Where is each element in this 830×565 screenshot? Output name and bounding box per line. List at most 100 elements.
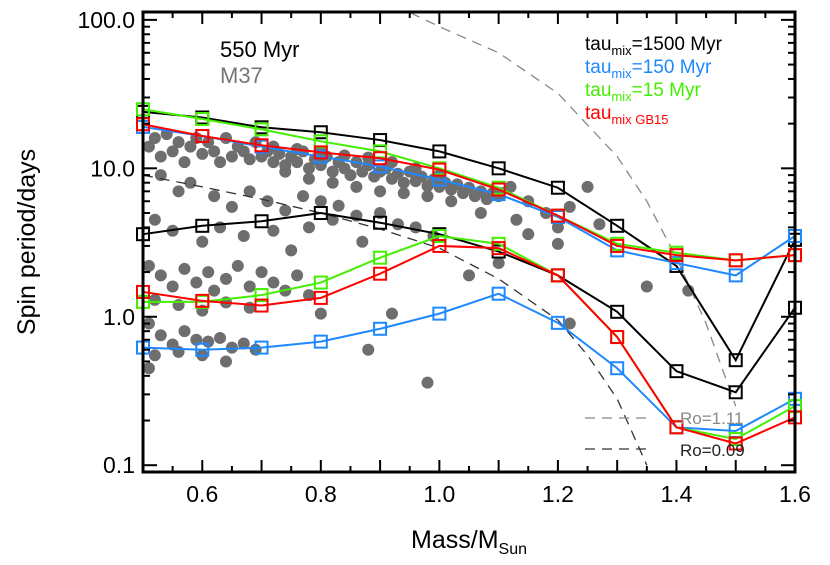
scatter-point [255, 266, 268, 279]
series-marker [254, 340, 269, 355]
series-marker [610, 330, 625, 345]
series-marker [313, 206, 328, 221]
scatter-point [314, 195, 327, 208]
scatter-point [326, 176, 339, 189]
scatter-point [551, 221, 564, 234]
series-marker [195, 342, 210, 357]
series-marker [373, 151, 388, 166]
scatter-point [332, 199, 345, 212]
scatter-point [148, 349, 161, 362]
series-marker [610, 218, 625, 233]
scatter-point [385, 307, 398, 320]
series-marker [432, 162, 447, 177]
scatter-point [184, 140, 197, 153]
scatter-point [184, 176, 197, 189]
series-marker [313, 275, 328, 290]
y-axis-label: Spin period/days [13, 149, 41, 335]
series-marker [313, 125, 328, 140]
scatter-point [267, 156, 280, 169]
scatter-point [391, 218, 404, 231]
scatter-point [463, 269, 475, 282]
legend-entry: taumix GB15 [585, 103, 669, 127]
scatter-point [225, 200, 238, 213]
scatter-point [267, 224, 280, 237]
legend-entry: taumix=1500 Myr [585, 34, 723, 58]
series-marker [313, 290, 328, 305]
scatter-point [143, 259, 155, 272]
scatter-point [350, 180, 363, 193]
series-marker [610, 304, 625, 319]
series-marker [550, 268, 565, 283]
scatter-point [279, 165, 292, 178]
x-tick-label: 1.0 [423, 481, 455, 507]
scatter-point [474, 207, 487, 220]
scatter-point [563, 317, 576, 330]
scatter-point [143, 362, 155, 375]
series-marker [432, 229, 447, 244]
series-marker [432, 238, 447, 253]
scatter-point [178, 156, 191, 169]
legend-rest: =150 Myr [632, 57, 712, 78]
scatter-point [302, 221, 315, 234]
legend-main: tau [585, 103, 611, 124]
scatter-point [302, 162, 315, 175]
legend-rest: =1500 Myr [632, 34, 723, 55]
series-marker [728, 436, 743, 451]
scatter-point [154, 150, 167, 163]
scatter-point [261, 195, 274, 208]
series-marker [550, 208, 565, 223]
scatter-point [362, 343, 375, 356]
scatter-point [178, 262, 191, 275]
scatter-point [190, 276, 203, 289]
series-line [142, 108, 796, 262]
scatter-point [208, 190, 221, 203]
scatter-point [237, 337, 250, 350]
scatter-point [640, 280, 653, 293]
x-tick-label: 0.8 [305, 481, 337, 507]
scatter-point [214, 156, 227, 169]
scatter-point [397, 176, 410, 189]
y-tick-label: 1.0 [103, 304, 135, 330]
series-line [142, 110, 796, 363]
scatter-point [374, 185, 387, 198]
scatter-point [356, 235, 369, 248]
scatter-point [237, 230, 250, 243]
series-line [142, 123, 796, 262]
scatter-point [148, 293, 161, 306]
legend-main: tau [585, 80, 611, 101]
series-marker [195, 129, 210, 144]
scatter-point [291, 156, 304, 169]
series-marker [669, 248, 684, 263]
scatter-point [314, 307, 327, 320]
series-marker [432, 306, 447, 321]
series-marker [373, 266, 388, 281]
scatter-point [593, 218, 606, 231]
x-tick-label: 1.6 [779, 481, 811, 507]
scatter-point [172, 299, 185, 312]
scatter-point [214, 331, 227, 344]
legend-main: tau [585, 34, 611, 55]
x-tick-label: 1.2 [542, 481, 574, 507]
legend-sub: mix [611, 66, 632, 81]
legend-sub: mix [611, 43, 632, 58]
scatter-point [166, 280, 179, 293]
legend-entry: taumix=150 Myr [585, 57, 712, 81]
scatter-point [219, 355, 232, 368]
scatter-point [581, 180, 594, 193]
series-marker [728, 253, 743, 268]
series-line [142, 125, 796, 277]
scatter-point [682, 284, 695, 297]
series-marker [313, 334, 328, 349]
scatter-point [522, 228, 535, 241]
scatter-point [219, 132, 232, 145]
legend-sub: mix [611, 89, 632, 104]
series-marker [669, 256, 684, 271]
scatter-point [409, 221, 422, 234]
scatter-point [172, 185, 185, 198]
scatter-point [291, 269, 304, 282]
y-tick-label: 10.0 [90, 155, 135, 181]
series-marker [195, 293, 210, 308]
scatter-point [445, 195, 458, 208]
